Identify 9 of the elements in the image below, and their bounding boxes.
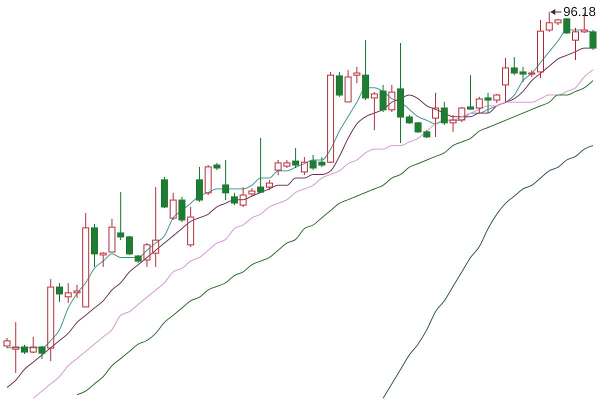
candlestick <box>222 160 230 201</box>
candlestick <box>450 114 457 132</box>
candlestick <box>502 57 510 104</box>
candlestick <box>12 322 20 374</box>
candlestick <box>47 278 54 362</box>
candlestick <box>432 92 440 138</box>
annotation: 96.18 <box>563 4 596 19</box>
candlestick <box>484 92 492 114</box>
candlestick <box>397 42 404 144</box>
